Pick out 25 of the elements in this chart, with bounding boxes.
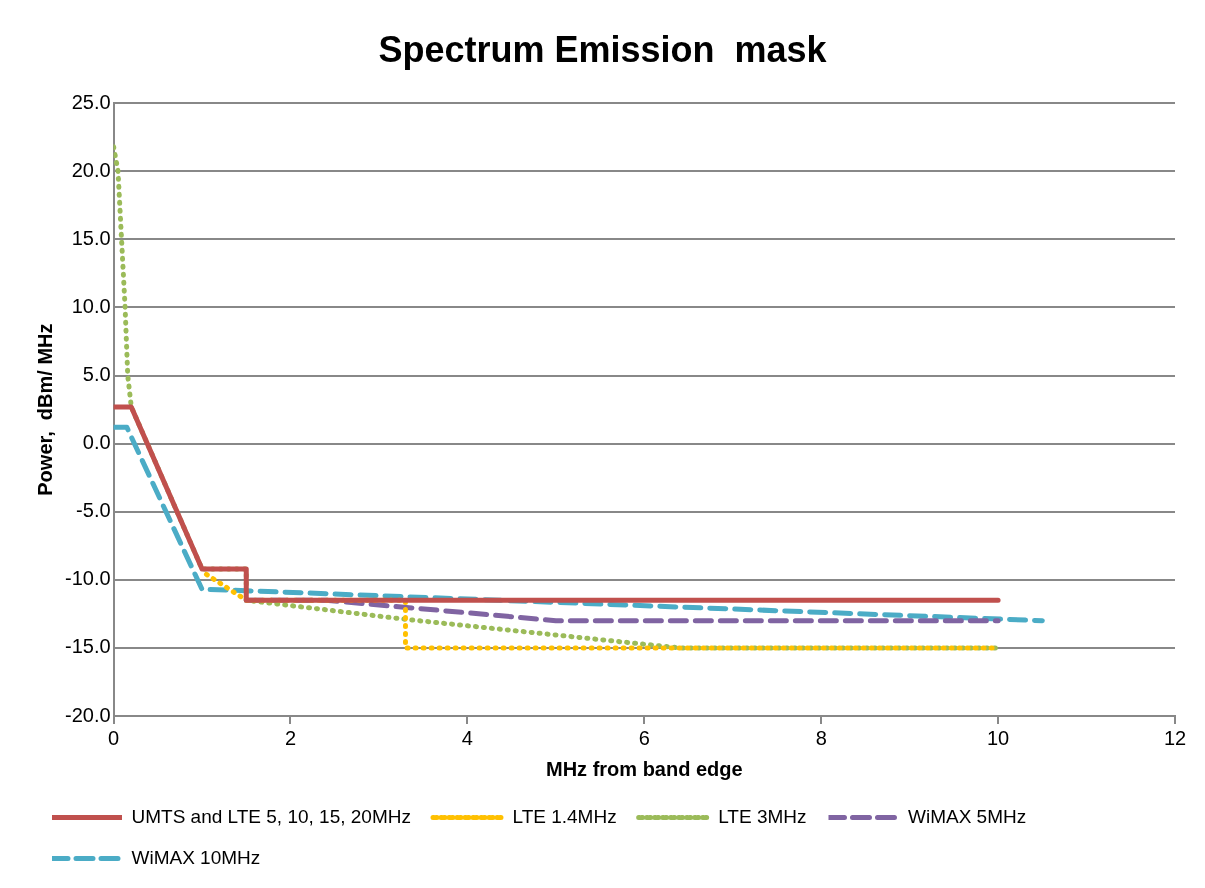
y-tick-label: 5.0 (82, 363, 111, 386)
legend-label: UMTS and LTE 5, 10, 15, 20MHz (131, 805, 411, 827)
y-tick-label: -10.0 (64, 567, 111, 590)
y-axis-title: Power, dBm/ MHz (33, 323, 56, 496)
x-tick-label: 10 (986, 726, 1010, 749)
y-tick-label: 0.0 (82, 431, 111, 454)
x-tick-label: 0 (108, 726, 120, 749)
y-tick-label: 20.0 (71, 158, 111, 181)
y-tick-label: 25.0 (71, 90, 111, 113)
y-tick-label: -5.0 (76, 499, 111, 522)
x-tick-label: 6 (638, 726, 650, 749)
y-tick-label: 10.0 (71, 294, 111, 317)
y-tick-label: -20.0 (64, 703, 111, 726)
y-tick-label: -15.0 (64, 635, 111, 658)
x-tick-label: 8 (815, 726, 827, 749)
legend-label: WiMAX 10MHz (131, 846, 261, 868)
legend-label: WiMAX 5MHz (907, 805, 1027, 827)
chart-title: Spectrum Emission mask (378, 28, 828, 70)
x-tick-label: 4 (461, 726, 473, 749)
legend-label: LTE 3MHz (718, 805, 807, 827)
x-axis-title: MHz from band edge (545, 757, 743, 780)
y-tick-label: 15.0 (71, 226, 111, 249)
x-tick-label: 12 (1163, 726, 1187, 749)
x-tick-label: 2 (284, 726, 297, 749)
legend-label: LTE 1.4MHz (512, 805, 617, 827)
